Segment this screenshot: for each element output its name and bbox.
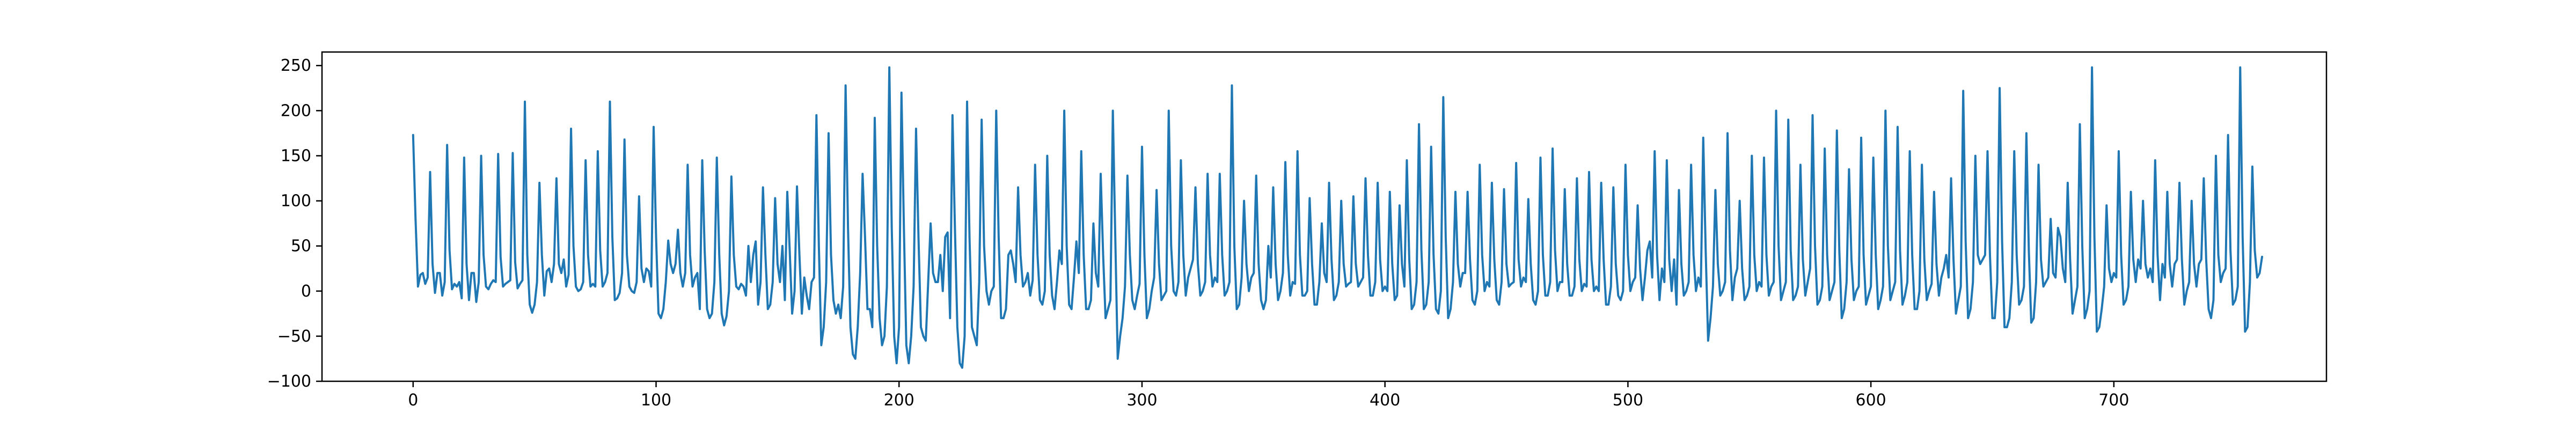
- x-tick-label: 0: [408, 391, 418, 410]
- y-tick-label: 100: [281, 192, 311, 211]
- x-tick-label: 600: [1856, 391, 1886, 410]
- x-axis: 0 100 200 300 400 500 600 700: [408, 381, 2129, 410]
- x-tick-label: 200: [884, 391, 914, 410]
- x-tick-label: 400: [1370, 391, 1400, 410]
- axes-frame: [321, 51, 2328, 382]
- y-tick-label: 0: [301, 282, 311, 301]
- y-axis: −100 −50 0 50 100 150 200 250: [267, 56, 322, 391]
- plot-area: [412, 66, 2264, 369]
- y-tick-label: 150: [281, 146, 311, 165]
- x-tick-label: 100: [641, 391, 671, 410]
- series-line-0: [412, 66, 2264, 369]
- y-tick-label: 50: [291, 237, 311, 256]
- x-tick-label: 500: [1613, 391, 1643, 410]
- y-tick-label: −50: [277, 327, 311, 346]
- x-tick-label: 700: [2098, 391, 2129, 410]
- y-tick-label: −100: [267, 372, 311, 391]
- x-tick-label: 300: [1126, 391, 1157, 410]
- y-tick-label: 200: [281, 101, 311, 120]
- y-tick-label: 250: [281, 56, 311, 75]
